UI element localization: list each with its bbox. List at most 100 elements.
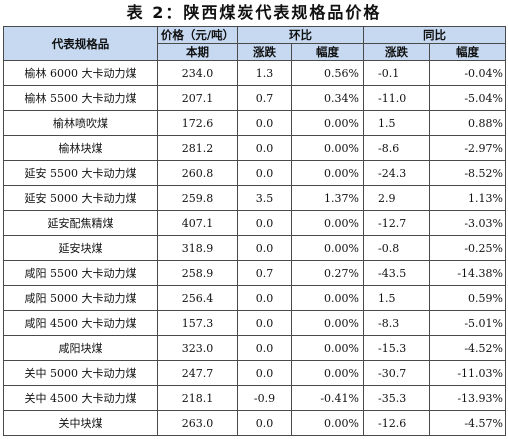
cell-hb-change: 0.0 xyxy=(237,310,292,336)
table-row: 榆林块煤 281.2 0.0 0.00% -8.6 -2.97% xyxy=(3,135,506,161)
cell-hb-change: 0.0 xyxy=(237,135,292,161)
cell-tb-pct: -14.38% xyxy=(429,260,506,286)
cell-hb-pct: -0.41% xyxy=(291,385,364,411)
cell-price: 323.0 xyxy=(157,335,238,361)
cell-hb-pct: 0.34% xyxy=(291,85,364,111)
table-row: 榆林 5500 大卡动力煤 207.1 0.7 0.34% -11.0 -5.04% xyxy=(3,85,506,111)
header-current: 本期 xyxy=(157,43,238,61)
cell-tb-change: -12.7 xyxy=(363,210,430,236)
cell-hb-change: -0.9 xyxy=(237,385,292,411)
cell-tb-change: -8.3 xyxy=(363,310,430,336)
cell-tb-change: -11.0 xyxy=(363,85,430,111)
table-row: 咸阳 5000 大卡动力煤 256.4 0.0 0.00% 1.5 0.59% xyxy=(3,285,506,311)
cell-hb-pct: 0.27% xyxy=(291,260,364,286)
cell-name: 咸阳 5000 大卡动力煤 xyxy=(3,285,158,311)
cell-tb-change: -43.5 xyxy=(363,260,430,286)
cell-tb-pct: -4.57% xyxy=(429,410,506,436)
table-header: 代表规格品 价格（元/吨） 环比 同比 本期 涨跌 幅度 涨跌 幅度 xyxy=(3,26,506,61)
cell-hb-pct: 0.00% xyxy=(291,410,364,436)
cell-name: 延安块煤 xyxy=(3,235,158,261)
cell-hb-pct: 0.00% xyxy=(291,335,364,361)
table-row: 关中 5000 大卡动力煤 247.7 0.0 0.00% -30.7 -11.03% xyxy=(3,360,506,386)
cell-hb-pct: 0.00% xyxy=(291,110,364,136)
cell-hb-pct: 0.00% xyxy=(291,285,364,311)
cell-hb-pct: 1.37% xyxy=(291,185,364,211)
cell-tb-pct: -4.52% xyxy=(429,335,506,361)
header-tb-range: 幅度 xyxy=(429,43,506,61)
cell-hb-change: 0.0 xyxy=(237,335,292,361)
table-body: 榆林 6000 大卡动力煤 234.0 1.3 0.56% -0.1 -0.04% 榆林 5… xyxy=(3,60,506,436)
cell-name: 咸阳 5500 大卡动力煤 xyxy=(3,260,158,286)
cell-tb-pct: -0.04% xyxy=(429,60,506,86)
cell-name: 咸阳 4500 大卡动力煤 xyxy=(3,310,158,336)
cell-tb-change: 2.9 xyxy=(363,185,430,211)
cell-price: 260.8 xyxy=(157,160,238,186)
cell-tb-pct: 0.88% xyxy=(429,110,506,136)
cell-hb-change: 0.7 xyxy=(237,260,292,286)
table-title: 表 2：陕西煤炭代表规格品价格 xyxy=(126,3,382,22)
header-spec: 代表规格品 xyxy=(3,26,158,61)
cell-price: 259.8 xyxy=(157,185,238,211)
cell-name: 关中 5000 大卡动力煤 xyxy=(3,360,158,386)
cell-hb-change: 1.3 xyxy=(237,60,292,86)
cell-tb-change: -8.6 xyxy=(363,135,430,161)
cell-tb-change: 1.5 xyxy=(363,285,430,311)
cell-hb-change: 3.5 xyxy=(237,185,292,211)
cell-tb-change: -12.6 xyxy=(363,410,430,436)
cell-name: 延安 5000 大卡动力煤 xyxy=(3,185,158,211)
cell-name: 延安配焦精煤 xyxy=(3,210,158,236)
cell-tb-change: 1.5 xyxy=(363,110,430,136)
cell-tb-pct: -8.52% xyxy=(429,160,506,186)
cell-name: 榆林 5500 大卡动力煤 xyxy=(3,85,158,111)
table-row: 咸阳 5500 大卡动力煤 258.9 0.7 0.27% -43.5 -14.38% xyxy=(3,260,506,286)
cell-tb-pct: -2.97% xyxy=(429,135,506,161)
cell-hb-pct: 0.00% xyxy=(291,160,364,186)
cell-hb-change: 0.0 xyxy=(237,235,292,261)
cell-hb-pct: 0.00% xyxy=(291,210,364,236)
table-row: 榆林喷吹煤 172.6 0.0 0.00% 1.5 0.88% xyxy=(3,110,506,136)
table-row: 延安配焦精煤 407.1 0.0 0.00% -12.7 -3.03% xyxy=(3,210,506,236)
cell-name: 榆林 6000 大卡动力煤 xyxy=(3,60,158,86)
table-row: 延安 5000 大卡动力煤 259.8 3.5 1.37% 2.9 1.13% xyxy=(3,185,506,211)
cell-price: 157.3 xyxy=(157,310,238,336)
cell-price: 256.4 xyxy=(157,285,238,311)
cell-name: 关中 4500 大卡动力煤 xyxy=(3,385,158,411)
cell-hb-change: 0.0 xyxy=(237,285,292,311)
table-row: 榆林 6000 大卡动力煤 234.0 1.3 0.56% -0.1 -0.04% xyxy=(3,60,506,86)
cell-price: 263.0 xyxy=(157,410,238,436)
cell-tb-pct: 1.13% xyxy=(429,185,506,211)
cell-price: 247.7 xyxy=(157,360,238,386)
cell-tb-pct: -5.04% xyxy=(429,85,506,111)
coal-price-table: 代表规格品 价格（元/吨） 环比 同比 本期 涨跌 幅度 涨跌 幅度 榆林 60… xyxy=(3,26,506,436)
cell-price: 207.1 xyxy=(157,85,238,111)
cell-price: 172.6 xyxy=(157,110,238,136)
cell-price: 407.1 xyxy=(157,210,238,236)
table-row: 关中块煤 263.0 0.0 0.00% -12.6 -4.57% xyxy=(3,410,506,436)
header-hb-range: 幅度 xyxy=(291,43,364,61)
cell-tb-pct: -5.01% xyxy=(429,310,506,336)
cell-tb-pct: -11.03% xyxy=(429,360,506,386)
table-row: 咸阳 4500 大卡动力煤 157.3 0.0 0.00% -8.3 -5.01% xyxy=(3,310,506,336)
table-row: 延安块煤 318.9 0.0 0.00% -0.8 -0.25% xyxy=(3,235,506,261)
table-row: 关中 4500 大卡动力煤 218.1 -0.9 -0.41% -35.3 -13.93% xyxy=(3,385,506,411)
cell-price: 318.9 xyxy=(157,235,238,261)
header-tb: 同比 xyxy=(363,26,506,44)
table-row: 咸阳块煤 323.0 0.0 0.00% -15.3 -4.52% xyxy=(3,335,506,361)
cell-tb-pct: 0.59% xyxy=(429,285,506,311)
cell-hb-pct: 0.00% xyxy=(291,135,364,161)
cell-price: 281.2 xyxy=(157,135,238,161)
cell-hb-pct: 0.00% xyxy=(291,235,364,261)
cell-hb-pct: 0.00% xyxy=(291,360,364,386)
cell-price: 258.9 xyxy=(157,260,238,286)
cell-hb-change: 0.0 xyxy=(237,210,292,236)
cell-name: 咸阳块煤 xyxy=(3,335,158,361)
cell-tb-change: -24.3 xyxy=(363,160,430,186)
cell-name: 榆林喷吹煤 xyxy=(3,110,158,136)
cell-name: 关中块煤 xyxy=(3,410,158,436)
header-hb: 环比 xyxy=(237,26,364,44)
cell-name: 榆林块煤 xyxy=(3,135,158,161)
cell-hb-pct: 0.00% xyxy=(291,310,364,336)
cell-hb-change: 0.0 xyxy=(237,410,292,436)
header-price: 价格（元/吨） xyxy=(157,26,238,44)
cell-hb-change: 0.0 xyxy=(237,160,292,186)
